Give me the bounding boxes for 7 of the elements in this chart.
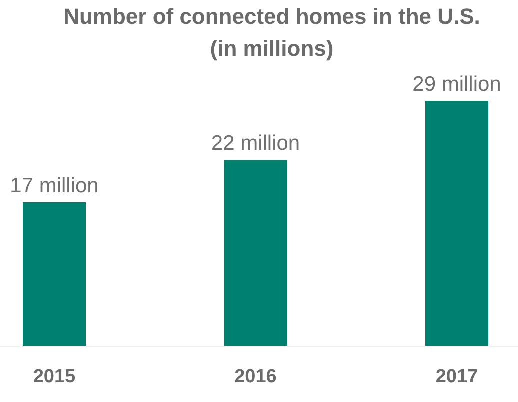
x-tick-label: 2017 (436, 366, 478, 388)
chart-title: Number of connected homes in the U.S. (in millions) (64, 4, 480, 61)
x-tick-label: 2015 (33, 366, 76, 388)
data-label: 17 million (10, 174, 99, 198)
data-label: 29 million (412, 73, 502, 96)
x-tick-label: 2016 (234, 366, 277, 388)
data-label: 22 million (211, 132, 300, 156)
